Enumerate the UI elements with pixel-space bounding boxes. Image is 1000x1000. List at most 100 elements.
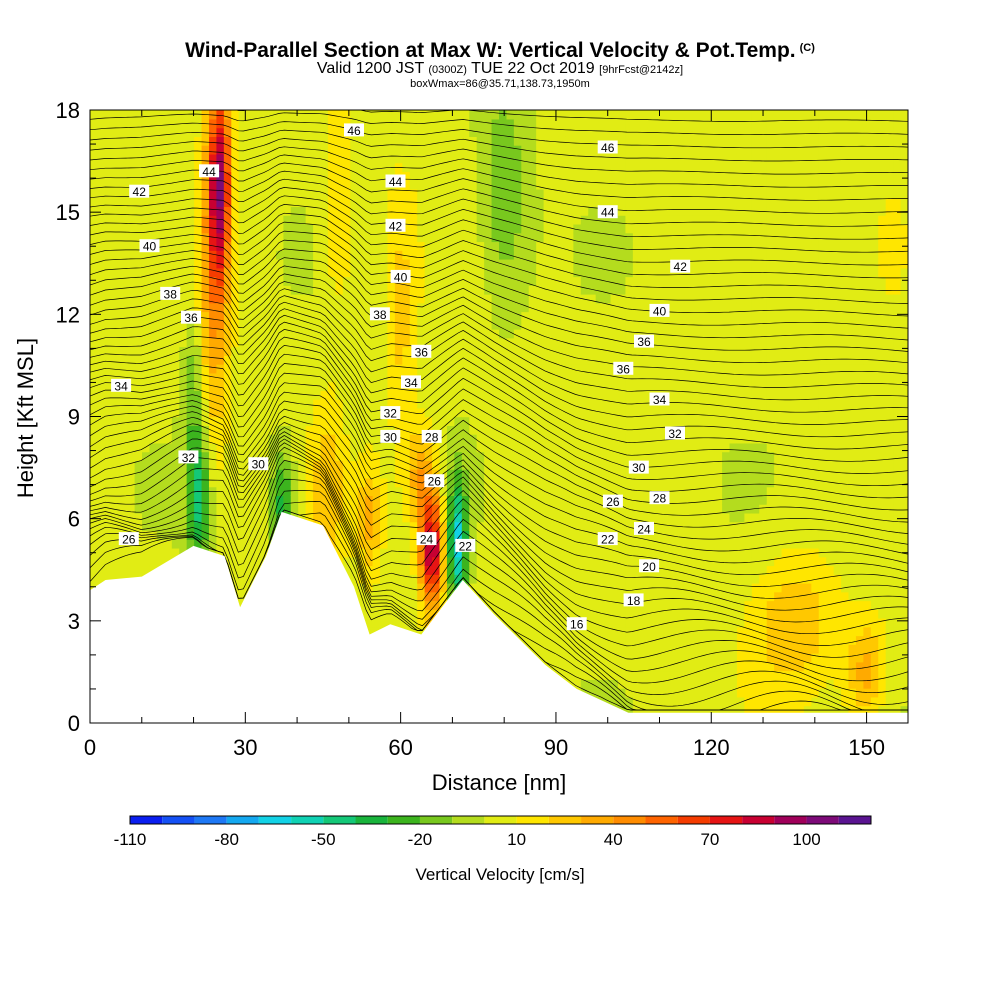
velocity-cell [603, 504, 612, 514]
velocity-cell [194, 180, 203, 190]
velocity-cell [610, 355, 619, 365]
velocity-cell [357, 320, 366, 330]
velocity-cell [528, 206, 537, 216]
velocity-cell [365, 609, 374, 619]
velocity-cell [454, 320, 463, 330]
velocity-cell [216, 285, 225, 295]
velocity-cell [335, 320, 344, 330]
velocity-cell [476, 407, 485, 418]
velocity-cell [580, 320, 589, 330]
velocity-cell [551, 153, 560, 164]
velocity-cell [461, 407, 470, 418]
velocity-cell [305, 197, 314, 208]
velocity-cell [119, 153, 128, 164]
velocity-cell [595, 381, 604, 391]
velocity-cell [149, 381, 158, 391]
velocity-cell [610, 285, 619, 295]
velocity-cell [506, 477, 515, 488]
velocity-cell [149, 250, 158, 260]
velocity-cell [335, 355, 344, 365]
velocity-cell [357, 539, 366, 549]
velocity-cell [558, 258, 567, 269]
velocity-cell [201, 355, 210, 365]
velocity-cell [216, 355, 225, 365]
velocity-cell [424, 565, 433, 575]
velocity-cell [380, 539, 389, 549]
velocity-cell [104, 180, 114, 190]
velocity-cell [372, 477, 381, 488]
velocity-cell [588, 504, 597, 514]
velocity-cell [521, 372, 530, 383]
velocity-cell [134, 442, 143, 453]
velocity-cell [342, 530, 351, 540]
velocity-cell [127, 442, 136, 453]
velocity-cell [261, 504, 270, 514]
velocity-cell [313, 390, 322, 400]
velocity-cell [112, 171, 121, 181]
velocity-cell [194, 381, 203, 391]
velocity-cell [335, 346, 344, 356]
velocity-cell [350, 451, 359, 461]
velocity-cell [171, 486, 180, 497]
velocity-cell [164, 127, 173, 137]
velocity-cell [536, 547, 545, 558]
velocity-cell [112, 469, 121, 479]
velocity-cell [305, 477, 314, 488]
velocity-cell [261, 276, 270, 286]
velocity-cell [305, 285, 314, 295]
velocity-cell [506, 223, 515, 234]
velocity-cell [424, 363, 433, 374]
velocity-cell [223, 530, 232, 540]
velocity-cell [484, 451, 493, 461]
velocity-cell [432, 442, 441, 453]
velocity-cell [491, 241, 500, 251]
velocity-cell [380, 398, 389, 409]
velocity-cell [261, 434, 270, 444]
velocity-cell [313, 442, 322, 453]
velocity-cell [231, 206, 240, 216]
velocity-cell [253, 469, 262, 479]
velocity-cell [223, 162, 232, 172]
velocity-cell [491, 407, 500, 418]
velocity-cell [275, 451, 285, 461]
velocity-cell [357, 442, 366, 453]
velocity-cell [112, 180, 121, 190]
velocity-cell [387, 398, 396, 409]
velocity-cell [588, 582, 597, 593]
velocity-cell [610, 188, 619, 199]
velocity-cell [90, 180, 99, 190]
velocity-cell [446, 390, 456, 400]
velocity-cell [156, 407, 166, 418]
velocity-cell [238, 302, 247, 313]
velocity-cell [380, 530, 389, 540]
velocity-cell [454, 180, 463, 190]
velocity-cell [342, 162, 351, 172]
velocity-cell [246, 539, 255, 549]
velocity-cell [543, 652, 552, 663]
velocity-cell [179, 434, 188, 444]
velocity-cell [268, 469, 277, 479]
velocity-cell [298, 381, 307, 391]
velocity-cell [246, 381, 255, 391]
velocity-cell [573, 679, 582, 689]
velocity-cell [305, 328, 314, 339]
velocity-cell [476, 206, 485, 216]
velocity-cell [261, 337, 270, 348]
velocity-cell [528, 162, 537, 172]
velocity-cell [380, 582, 389, 593]
velocity-cell [119, 398, 128, 409]
velocity-cell [246, 486, 255, 497]
velocity-cell [402, 521, 411, 532]
velocity-cell [409, 626, 418, 637]
velocity-cell [313, 162, 322, 172]
velocity-cell [409, 512, 418, 523]
velocity-cell [179, 276, 188, 286]
velocity-cell [417, 180, 426, 190]
velocity-cell [543, 469, 552, 479]
velocity-cell [208, 250, 218, 260]
velocity-cell [588, 434, 597, 444]
velocity-cell [551, 293, 560, 304]
velocity-cell [268, 512, 277, 523]
velocity-cell [551, 136, 560, 146]
velocity-cell [134, 495, 143, 505]
